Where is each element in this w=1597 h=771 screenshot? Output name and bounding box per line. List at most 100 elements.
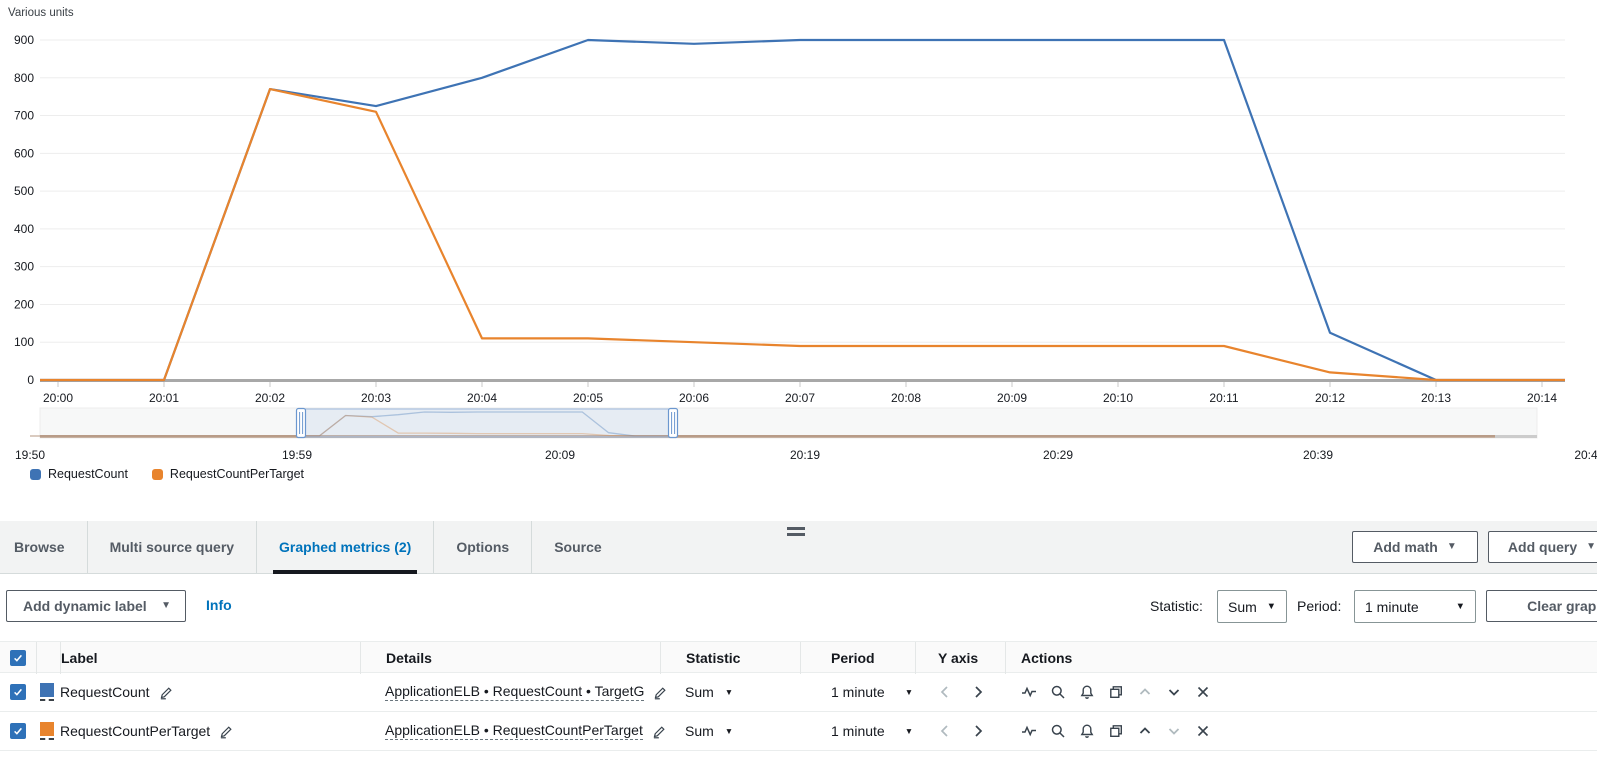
x-tick-label: 20:00 xyxy=(43,391,73,405)
timeline-label: 20:4 xyxy=(1574,448,1597,462)
brush-mini-line-RequestCountPerTarget xyxy=(30,414,1495,437)
table-body: RequestCount ApplicationELB • RequestCoun… xyxy=(0,673,1597,751)
row-period-select[interactable]: 1 minute ▼ xyxy=(800,723,915,739)
graphed-metrics-table: Label Details Statistic Period Y axis Ac… xyxy=(0,641,1597,751)
edit-details-icon[interactable] xyxy=(652,724,667,739)
alarm-bell-icon[interactable] xyxy=(1078,683,1096,701)
statistic-select[interactable]: Sum ▼ xyxy=(1217,590,1287,623)
add-math-button[interactable]: Add math ▼ xyxy=(1352,531,1478,563)
row-statistic-value: Sum xyxy=(685,723,714,739)
tab-browse[interactable]: Browse xyxy=(14,539,65,555)
row-color-cell xyxy=(36,722,60,740)
y-axis-unit-label: Various units xyxy=(8,7,74,19)
x-tick-label: 20:14 xyxy=(1527,391,1557,405)
series-line-RequestCountPerTarget[interactable] xyxy=(40,87,1565,382)
color-swatch[interactable] xyxy=(40,722,54,740)
y-axis-right-chevron-icon[interactable] xyxy=(969,683,987,701)
period-label: Period: xyxy=(1297,598,1342,614)
move-down-chevron-icon[interactable] xyxy=(1165,722,1183,740)
brush-mini-line-RequestCount xyxy=(30,411,1495,437)
metric-label: RequestCount xyxy=(60,684,150,700)
move-up-chevron-icon[interactable] xyxy=(1136,722,1154,740)
brush-handle-right[interactable] xyxy=(667,407,679,439)
row-statistic-value: Sum xyxy=(685,684,714,700)
metric-details[interactable]: ApplicationELB • RequestCount • TargetG xyxy=(385,683,645,701)
pulse-icon[interactable] xyxy=(1020,722,1038,740)
move-up-chevron-icon[interactable] xyxy=(1136,683,1154,701)
timeline-label: 20:09 xyxy=(545,448,575,462)
row-color-cell xyxy=(36,683,60,701)
info-link[interactable]: Info xyxy=(206,597,232,613)
caret-down-icon: ▼ xyxy=(724,687,734,697)
legend-label: RequestCountPerTarget xyxy=(169,467,305,481)
tab-options[interactable]: Options xyxy=(433,521,531,573)
metric-details[interactable]: ApplicationELB • RequestCountPerTarget xyxy=(385,722,643,740)
zoom-search-icon[interactable] xyxy=(1049,722,1067,740)
edit-label-icon[interactable] xyxy=(159,685,174,700)
period-select[interactable]: 1 minute ▼ xyxy=(1354,590,1476,623)
legend-item[interactable]: RequestCount xyxy=(30,467,128,481)
caret-down-icon: ▼ xyxy=(1446,541,1457,552)
remove-x-icon[interactable] xyxy=(1194,683,1212,701)
metric-label: RequestCountPerTarget xyxy=(60,723,211,739)
edit-label-icon[interactable] xyxy=(219,724,234,739)
header-statistic: Statistic xyxy=(660,642,800,674)
graphed-metrics-controls: Add dynamic label ▼ Info Statistic: Sum … xyxy=(0,575,1597,641)
y-tick-label: 200 xyxy=(14,297,34,311)
row-statistic-select[interactable]: Sum ▼ xyxy=(660,684,800,700)
zoom-search-icon[interactable] xyxy=(1049,683,1067,701)
caret-down-icon: ▼ xyxy=(904,687,914,697)
x-tick-label: 20:01 xyxy=(149,391,179,405)
y-tick-label: 800 xyxy=(14,71,34,85)
caret-down-icon: ▼ xyxy=(904,726,914,736)
legend-label: RequestCount xyxy=(48,467,128,481)
clear-graph-button[interactable]: Clear graph xyxy=(1486,590,1597,622)
tab-multi-source-query[interactable]: Multi source query xyxy=(86,521,256,573)
panel-resize-handle[interactable] xyxy=(787,527,805,539)
caret-down-icon: ▼ xyxy=(1455,601,1465,612)
timeline-label: 20:19 xyxy=(790,448,820,462)
line-chart-canvas[interactable]: 0 100 200 300 400 500 600 700 800 900 20:00 20:01 20… xyxy=(0,0,1597,462)
metric-table-row: RequestCount ApplicationELB • RequestCoun… xyxy=(0,673,1597,712)
y-axis-left-chevron-icon[interactable] xyxy=(936,683,954,701)
edit-details-icon[interactable] xyxy=(653,685,668,700)
check-icon xyxy=(14,654,22,662)
row-checkbox[interactable] xyxy=(10,684,26,700)
y-tick-label: 100 xyxy=(14,335,34,349)
row-period-select[interactable]: 1 minute ▼ xyxy=(800,684,915,700)
pulse-icon[interactable] xyxy=(1020,683,1038,701)
color-swatch[interactable] xyxy=(40,683,54,701)
duplicate-icon[interactable] xyxy=(1107,722,1125,740)
select-all-checkbox[interactable] xyxy=(10,650,26,666)
row-checkbox[interactable] xyxy=(10,723,26,739)
legend-item[interactable]: RequestCountPerTarget xyxy=(151,467,305,481)
tab-graphed-metrics-2[interactable]: Graphed metrics (2) xyxy=(256,521,433,574)
chart-legend: RequestCount RequestCountPerTarget xyxy=(30,467,304,481)
brush-track[interactable] xyxy=(39,407,1538,439)
caret-down-icon: ▼ xyxy=(1266,601,1276,612)
caret-down-icon: ▼ xyxy=(724,726,734,736)
duplicate-icon[interactable] xyxy=(1107,683,1125,701)
row-statistic-select[interactable]: Sum ▼ xyxy=(660,723,800,739)
add-dynamic-label-button[interactable]: Add dynamic label ▼ xyxy=(6,590,186,622)
legend-swatch xyxy=(151,468,163,480)
add-query-button[interactable]: Add query ▼ xyxy=(1488,531,1597,563)
tab-source[interactable]: Source xyxy=(531,521,623,573)
row-actions-cell xyxy=(1005,722,1597,740)
y-tick-label: 0 xyxy=(27,373,34,387)
brush-handle-left[interactable] xyxy=(295,407,307,439)
move-down-chevron-icon[interactable] xyxy=(1165,683,1183,701)
statistic-label: Statistic: xyxy=(1150,598,1203,614)
clear-graph-label: Clear graph xyxy=(1527,598,1597,614)
table-header-row: Label Details Statistic Period Y axis Ac… xyxy=(0,641,1597,674)
x-tick-label: 20:07 xyxy=(785,391,815,405)
y-axis-left-chevron-icon[interactable] xyxy=(936,722,954,740)
row-actions-cell xyxy=(1005,683,1597,701)
alarm-bell-icon[interactable] xyxy=(1078,722,1096,740)
brush-selection[interactable] xyxy=(300,408,674,438)
remove-x-icon[interactable] xyxy=(1194,722,1212,740)
y-axis-right-chevron-icon[interactable] xyxy=(969,722,987,740)
x-tick-label: 20:08 xyxy=(891,391,921,405)
x-tick-label: 20:11 xyxy=(1209,391,1238,405)
legend-swatch xyxy=(30,468,41,480)
